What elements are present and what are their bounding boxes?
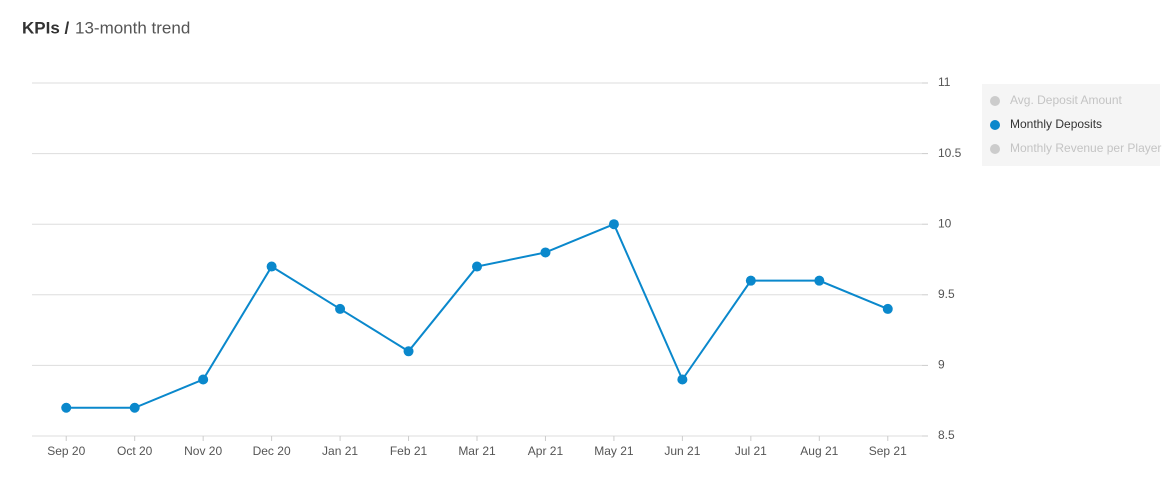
- data-point: [814, 275, 825, 286]
- x-tick-label: May 21: [594, 444, 634, 458]
- x-tick-label: Jul 21: [735, 444, 767, 458]
- x-tick-label: Sep 21: [869, 444, 907, 458]
- data-point: [403, 346, 414, 357]
- data-point: [677, 374, 688, 385]
- x-tick-label: Mar 21: [458, 444, 496, 458]
- y-tick-label: 9.5: [938, 287, 955, 301]
- legend-label[interactable]: Monthly Deposits: [1010, 117, 1102, 131]
- data-point: [472, 261, 482, 272]
- x-tick-label: Nov 20: [184, 444, 222, 458]
- y-tick-label: 11: [938, 75, 951, 89]
- series-line: [66, 222, 889, 409]
- y-tick-label: 10: [938, 216, 952, 230]
- x-tick-label: Jun 21: [664, 444, 700, 458]
- data-point: [266, 261, 277, 272]
- y-tick-label: 9: [938, 358, 945, 372]
- y-tick-label: 8.5: [938, 428, 955, 442]
- legend-marker[interactable]: [990, 96, 1000, 106]
- legend-label[interactable]: Monthly Revenue per Player: [1010, 141, 1161, 155]
- legend-marker[interactable]: [990, 144, 1000, 154]
- legend-label[interactable]: Avg. Deposit Amount: [1010, 93, 1123, 107]
- x-tick-label: Jan 21: [322, 444, 358, 458]
- x-tick-label: Feb 21: [390, 444, 428, 458]
- legend-box: [982, 84, 1160, 166]
- x-tick-label: Aug 21: [800, 444, 838, 458]
- x-tick-label: Sep 20: [47, 444, 85, 458]
- x-tick-label: Dec 20: [253, 444, 291, 458]
- x-tick-label: Oct 20: [117, 444, 153, 458]
- data-point: [745, 275, 756, 286]
- data-point: [608, 219, 619, 230]
- chart-title: KPIs /: [22, 18, 70, 37]
- chart-subtitle: 13-month trend: [75, 18, 190, 37]
- data-point: [61, 402, 72, 413]
- data-point: [882, 303, 893, 314]
- data-point: [129, 402, 140, 413]
- y-tick-label: 10.5: [938, 146, 962, 160]
- legend-marker[interactable]: [990, 120, 1000, 130]
- data-point: [198, 374, 209, 385]
- data-point: [335, 303, 346, 314]
- data-point: [540, 247, 551, 258]
- x-tick-label: Apr 21: [528, 444, 564, 458]
